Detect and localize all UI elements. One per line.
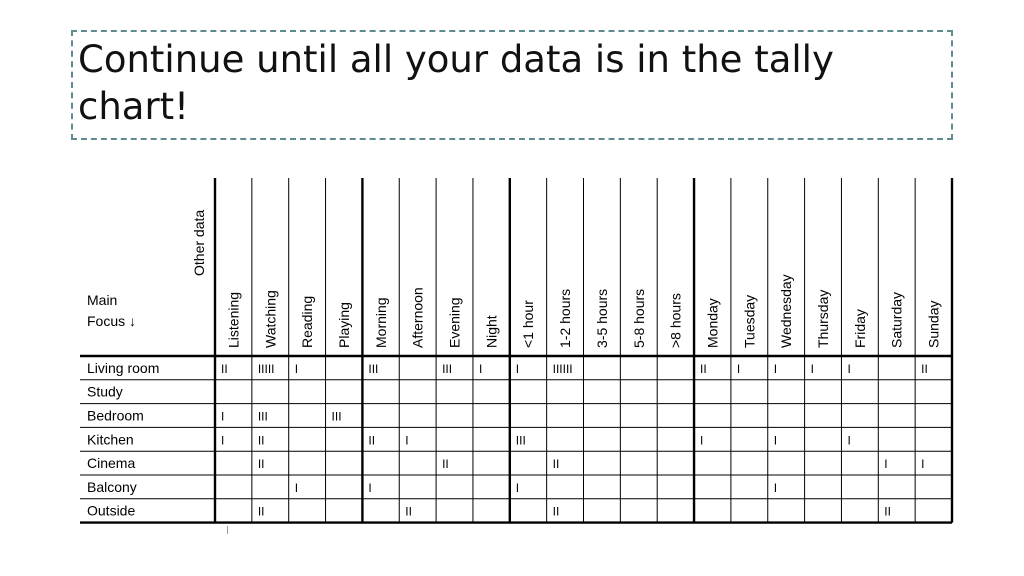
tally-cell: III xyxy=(516,433,526,447)
tally-cell: I xyxy=(221,433,224,447)
row-labels: Living room Study Bedroom Kitchen Cinema Balc… xyxy=(87,360,159,519)
slide-title: Continue until all your data is in the t… xyxy=(78,38,834,128)
column-header: 1-2 hours xyxy=(557,289,573,348)
column-header: Thursday xyxy=(815,290,831,348)
tally-cell: I xyxy=(847,433,850,447)
tally-cell: I xyxy=(295,362,298,376)
tally-cell: III xyxy=(258,410,268,424)
tally-cell: II xyxy=(553,505,560,519)
tally-cell: IIIIII xyxy=(553,362,573,376)
column-header: >8 hours xyxy=(668,293,684,348)
tally-cell: II xyxy=(884,505,891,519)
row-label: Outside xyxy=(87,503,135,519)
tally-cell: I xyxy=(847,362,850,376)
title-placeholder-box xyxy=(71,30,953,140)
tally-cell: II xyxy=(258,457,265,471)
tally-cell: III xyxy=(332,410,342,424)
tally-cell: I xyxy=(516,481,519,495)
column-header: Morning xyxy=(373,297,389,348)
tally-cell: IIIII xyxy=(258,362,275,376)
tally-cell: I xyxy=(221,410,224,424)
column-header: Afternoon xyxy=(410,287,426,348)
tally-cell: II xyxy=(258,433,265,447)
column-header: Saturday xyxy=(889,292,905,348)
tally-cell: I xyxy=(774,433,777,447)
column-header: Wednesday xyxy=(778,274,794,348)
tally-cell: III xyxy=(368,362,378,376)
corner-main-line: Main xyxy=(87,292,117,308)
tally-grid xyxy=(80,178,954,524)
tally-cell: I xyxy=(405,433,408,447)
row-label: Living room xyxy=(87,360,159,376)
tally-cell: III xyxy=(442,362,452,376)
column-header: Watching xyxy=(262,290,278,348)
tally-cell: I xyxy=(737,362,740,376)
column-header: <1 hour xyxy=(520,300,536,348)
corner-header-main-focus: Main Focus ↓ xyxy=(87,292,136,329)
tally-cell: II xyxy=(553,457,560,471)
column-header: Evening xyxy=(447,297,463,348)
row-label: Balcony xyxy=(87,479,137,495)
tally-cell: II xyxy=(700,362,707,376)
column-header: Sunday xyxy=(926,301,942,348)
column-header: Playing xyxy=(336,302,352,348)
corner-header-other-data: Other data xyxy=(191,210,207,276)
column-header: 3-5 hours xyxy=(594,289,610,348)
tally-cell: I xyxy=(811,362,814,376)
column-header: Reading xyxy=(299,296,315,348)
column-header: 5-8 hours xyxy=(631,289,647,348)
tally-cells: II IIIII I III III I I IIIIII II I I I I III III IIII II… xyxy=(221,362,928,519)
column-header: Friday xyxy=(852,309,868,348)
tally-cell: II xyxy=(221,362,228,376)
column-header: Listening xyxy=(225,292,241,348)
row-label: Bedroom xyxy=(87,408,144,424)
row-label: Study xyxy=(87,384,123,400)
row-label: Cinema xyxy=(87,455,135,471)
tally-cell: I xyxy=(921,457,924,471)
corner-main-line: Focus ↓ xyxy=(87,313,136,329)
tally-cell: I xyxy=(700,433,703,447)
tally-cell: I xyxy=(774,481,777,495)
tally-cell: I xyxy=(295,481,298,495)
column-headers: Listening Watching Reading Playing Morning Af… xyxy=(225,274,941,348)
tally-cell: II xyxy=(921,362,928,376)
column-header: Tuesday xyxy=(741,295,757,348)
tally-cell: I xyxy=(479,362,482,376)
tally-cell: II xyxy=(405,505,412,519)
tally-chart: Other data Main Focus ↓ Listening Watching… xyxy=(80,178,954,524)
stray-mark xyxy=(227,526,228,534)
column-header: Night xyxy=(483,315,499,348)
row-label: Kitchen xyxy=(87,431,134,447)
tally-cell: I xyxy=(516,362,519,376)
tally-cell: I xyxy=(368,481,371,495)
tally-cell: II xyxy=(258,505,265,519)
tally-cell: I xyxy=(774,362,777,376)
tally-cell: II xyxy=(442,457,449,471)
column-header: Monday xyxy=(704,298,720,348)
tally-cell: I xyxy=(884,457,887,471)
tally-cell: II xyxy=(368,433,375,447)
